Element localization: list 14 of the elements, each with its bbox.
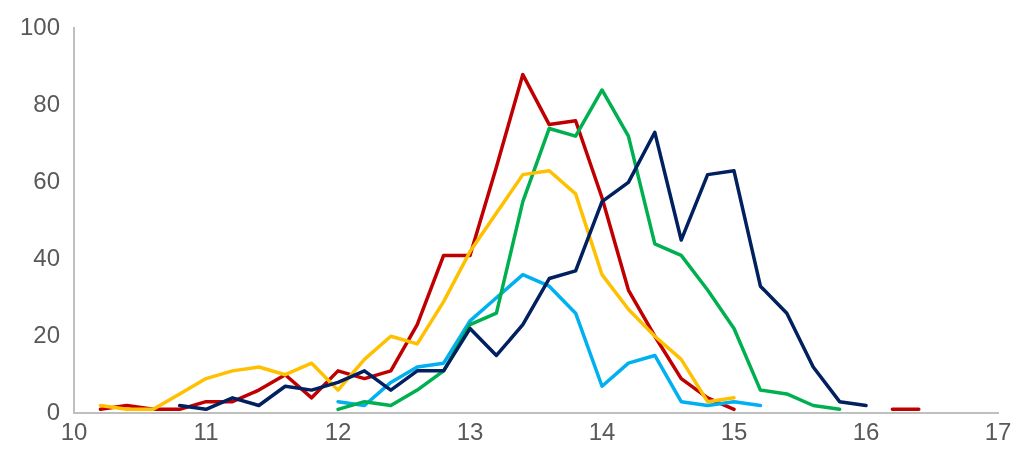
x-tick-label: 13 <box>456 418 484 446</box>
y-tick-label: 20 <box>33 320 61 348</box>
y-tick-label: 0 <box>46 397 61 425</box>
x-tick-label: 12 <box>324 418 352 446</box>
y-tick-label: 100 <box>20 13 61 41</box>
x-tick-label: 16 <box>852 418 880 446</box>
y-tick-label: 40 <box>33 243 61 271</box>
y-tick-label: 80 <box>33 89 61 117</box>
x-tick-label: 17 <box>984 418 1012 446</box>
x-tick-label: 10 <box>60 418 88 446</box>
x-tick-label: 14 <box>588 418 616 446</box>
y-tick-label: 60 <box>33 166 61 194</box>
x-tick-label: 15 <box>720 418 748 446</box>
x-tick-label: 11 <box>193 418 219 446</box>
